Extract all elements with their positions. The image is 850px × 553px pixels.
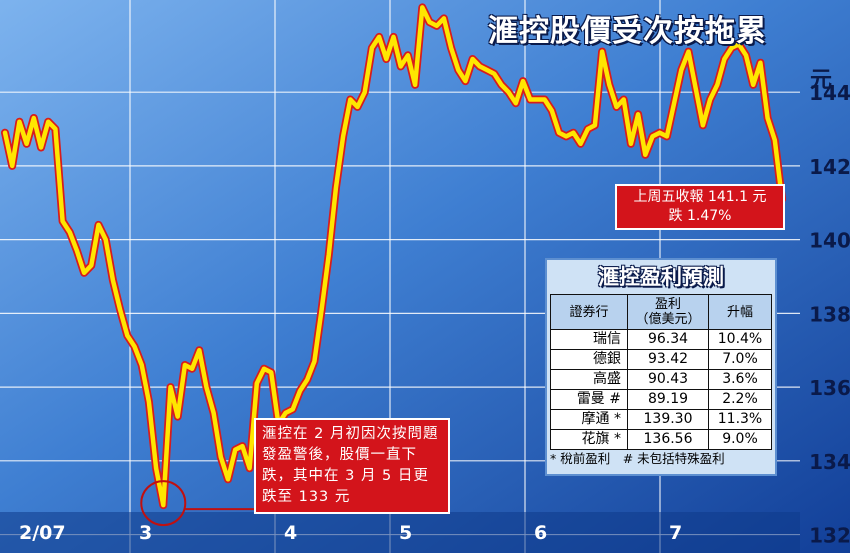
y-tick-label: 140 (809, 229, 850, 253)
growth-cell: 2.2% (708, 389, 772, 410)
profit-cell: 89.19 (627, 389, 709, 410)
broker-cell: 德銀 (550, 349, 628, 370)
y-tick-label: 138 (809, 302, 850, 326)
growth-cell: 3.6% (708, 369, 772, 390)
y-tick-label: 142 (809, 155, 850, 179)
y-tick-label: 144 (809, 81, 850, 105)
table-row: 雷曼 # 89.19 2.2% (550, 389, 772, 410)
profit-cell: 96.34 (627, 329, 709, 350)
last-close-line1: 上周五收報 141.1 元 (633, 189, 767, 205)
table-row: 花旗 * 136.56 9.0% (550, 429, 772, 450)
table-row: 摩通 * 139.30 11.3% (550, 409, 772, 430)
x-tick-label: 6 (534, 522, 547, 544)
growth-cell: 7.0% (708, 349, 772, 370)
table-row: 德銀 93.42 7.0% (550, 349, 772, 370)
growth-cell: 11.3% (708, 409, 772, 430)
y-tick-label: 132 (809, 524, 850, 548)
y-axis-unit: 元 (810, 68, 833, 93)
forecast-table: 證券行 盈利 （億美元） 升幅 瑞信 96.34 10.4% 德銀 93.42 … (550, 294, 772, 450)
table-row: 高盛 90.43 3.6% (550, 369, 772, 390)
low-point-circle (140, 480, 187, 527)
x-tick-label: 4 (284, 522, 297, 544)
broker-cell: 瑞信 (550, 329, 628, 350)
profit-cell: 136.56 (627, 429, 709, 450)
x-tick-label: 3 (139, 522, 152, 544)
table-row: 瑞信 96.34 10.4% (550, 329, 772, 350)
growth-cell: 10.4% (708, 329, 772, 350)
x-tick-label: 5 (399, 522, 412, 544)
last-close-callout: 上周五收報 141.1 元 跌 1.47% (615, 184, 785, 230)
chart-title: 滙控股價受次按拖累 (488, 14, 767, 49)
broker-cell: 雷曼 # (550, 389, 628, 410)
broker-cell: 摩通 * (550, 409, 628, 430)
profit-cell: 90.43 (627, 369, 709, 390)
broker-cell: 高盛 (550, 369, 628, 390)
growth-cell: 9.0% (708, 429, 772, 450)
header-profit: 盈利 （億美元） (627, 294, 709, 330)
header-growth: 升幅 (708, 294, 772, 330)
forecast-footnote: * 稅前盈利 # 未包括特殊盈利 (550, 451, 725, 466)
profit-cell: 93.42 (627, 349, 709, 370)
forecast-header-row: 證券行 盈利 （億美元） 升幅 (550, 294, 772, 330)
header-broker: 證券行 (550, 294, 628, 330)
broker-cell: 花旗 * (550, 429, 628, 450)
month-axis-band (0, 512, 800, 553)
y-tick-label: 134 (809, 450, 850, 474)
last-close-line2: 跌 1.47% (668, 208, 732, 224)
x-tick-label: 2/07 (19, 522, 66, 544)
profit-forecast-box: 滙控盈利預測 證券行 盈利 （億美元） 升幅 瑞信 96.34 10.4% 德銀… (545, 258, 777, 476)
price-line (2, 5, 785, 508)
march-drop-callout: 滙控在 2 月初因次按問題發盈警後，股價一直下跌，其中在 3 月 5 日更跌至 … (254, 418, 450, 514)
profit-cell: 139.30 (627, 409, 709, 430)
x-tick-label: 7 (669, 522, 682, 544)
y-tick-label: 136 (809, 376, 850, 400)
forecast-title: 滙控盈利預測 (598, 265, 724, 289)
